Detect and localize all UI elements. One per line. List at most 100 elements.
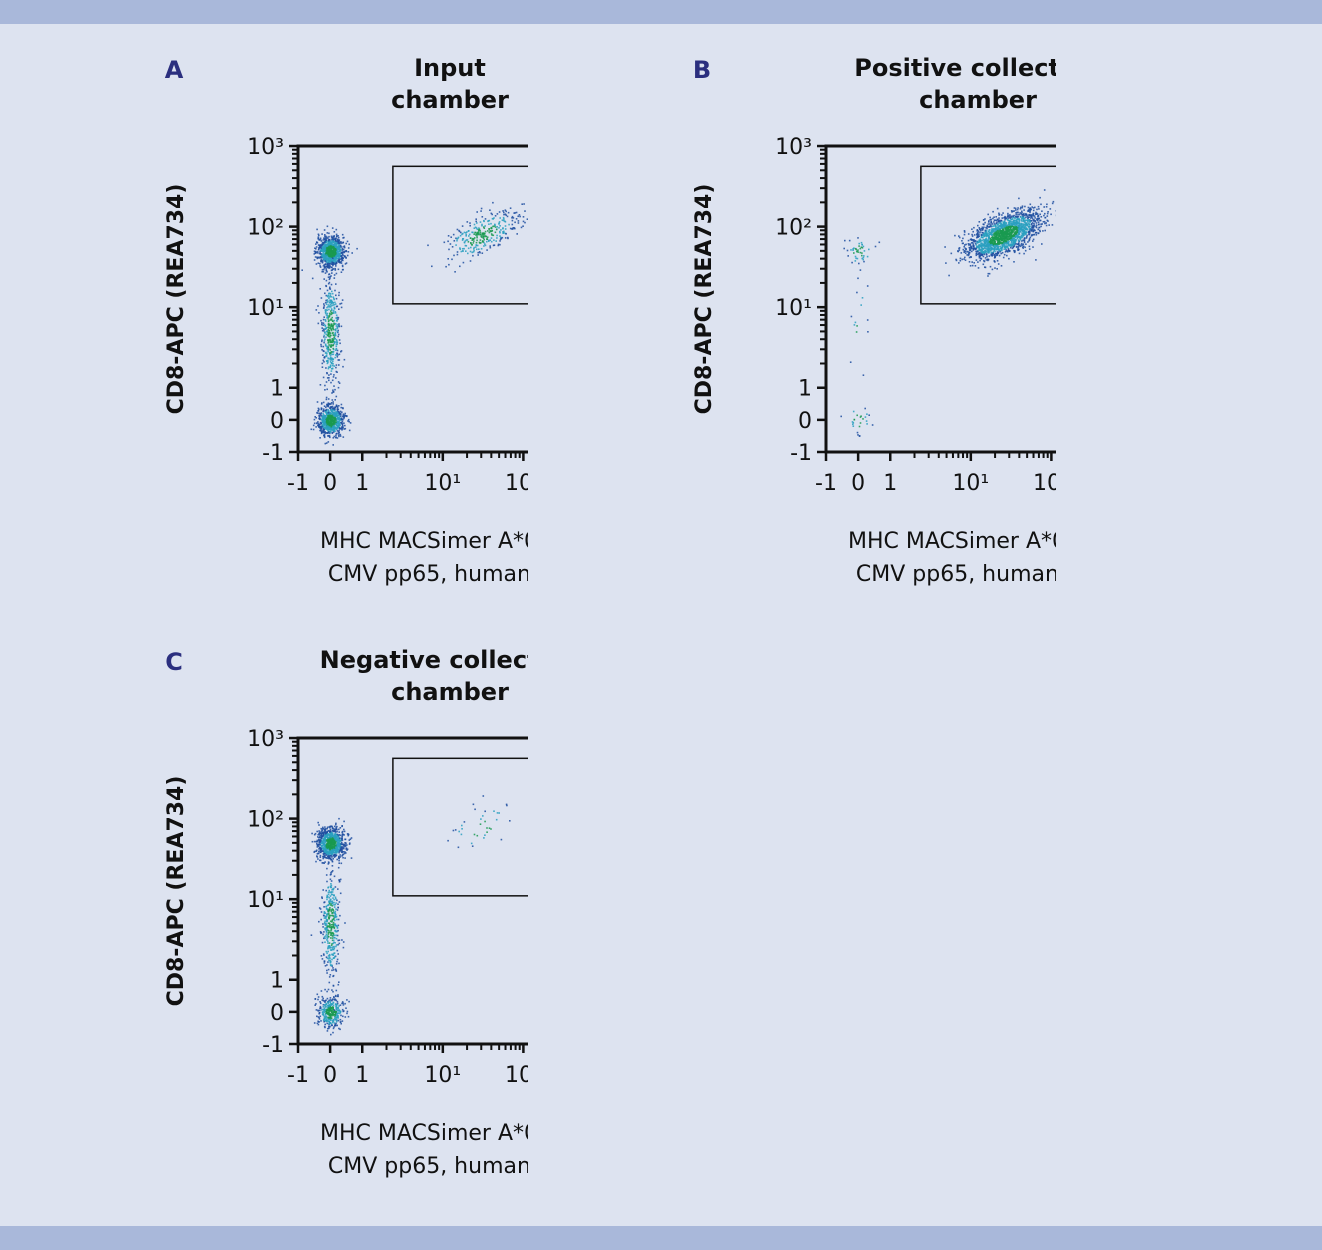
data-point xyxy=(992,229,995,232)
data-point xyxy=(327,264,329,267)
data-points xyxy=(310,795,511,1036)
data-point xyxy=(486,249,488,251)
data-point xyxy=(988,242,990,245)
data-point xyxy=(336,247,338,249)
data-point xyxy=(1013,239,1015,242)
data-point xyxy=(323,267,326,269)
data-point xyxy=(521,203,523,205)
data-point xyxy=(345,257,347,259)
data-point xyxy=(996,237,999,240)
data-point xyxy=(322,257,325,259)
data-point xyxy=(342,237,344,239)
data-point xyxy=(1011,211,1013,213)
data-point xyxy=(482,232,485,234)
data-point xyxy=(977,250,979,253)
data-point xyxy=(1009,214,1011,216)
data-point xyxy=(995,254,997,257)
data-point xyxy=(1010,210,1013,212)
data-point xyxy=(997,247,999,249)
data-point xyxy=(335,413,338,415)
data-point xyxy=(320,260,322,262)
data-point xyxy=(1036,219,1038,222)
data-point xyxy=(1001,227,1003,229)
data-point xyxy=(999,227,1002,229)
data-point xyxy=(338,325,340,328)
data-point xyxy=(330,323,332,326)
data-point xyxy=(337,432,340,435)
data-point xyxy=(335,436,337,439)
data-point xyxy=(982,238,985,241)
data-point xyxy=(999,242,1002,245)
data-point xyxy=(322,259,324,262)
data-point xyxy=(316,856,319,858)
data-point xyxy=(859,422,862,424)
data-point xyxy=(994,261,996,263)
data-point xyxy=(1001,214,1003,216)
data-point xyxy=(328,335,330,338)
data-point xyxy=(325,279,328,282)
y-axis-label: CD8-APC (REA734) xyxy=(164,776,189,1007)
data-point xyxy=(467,247,470,250)
data-point xyxy=(324,423,326,425)
data-point xyxy=(1033,234,1035,236)
y-tick-label: -1 xyxy=(790,441,812,466)
data-point xyxy=(994,224,997,227)
data-point xyxy=(328,315,331,318)
data-point xyxy=(331,316,333,319)
data-point xyxy=(337,260,339,262)
data-point xyxy=(324,301,327,304)
data-point xyxy=(1004,241,1006,244)
data-point xyxy=(1018,244,1020,246)
data-point xyxy=(1030,223,1033,225)
data-point xyxy=(344,263,347,265)
data-point xyxy=(996,248,999,250)
data-point xyxy=(475,246,477,248)
data-point xyxy=(489,239,491,241)
data-point xyxy=(336,406,339,409)
data-point xyxy=(321,323,323,326)
data-point xyxy=(320,253,322,255)
data-point xyxy=(1039,213,1041,216)
data-point xyxy=(326,404,328,407)
data-point xyxy=(985,226,987,229)
data-point xyxy=(1010,241,1013,244)
data-point xyxy=(1028,229,1031,231)
data-point xyxy=(326,295,329,297)
data-point xyxy=(1008,233,1011,235)
data-point xyxy=(347,420,349,422)
data-point xyxy=(326,240,328,242)
data-point xyxy=(335,250,337,252)
data-point xyxy=(995,229,997,231)
data-point xyxy=(1025,216,1027,219)
data-point xyxy=(984,266,986,268)
data-point xyxy=(982,219,985,221)
data-point xyxy=(328,240,331,243)
data-point xyxy=(987,258,990,261)
data-point xyxy=(339,834,342,837)
data-point xyxy=(316,840,319,843)
data-point xyxy=(998,233,1001,235)
data-point xyxy=(989,244,991,247)
data-point xyxy=(871,424,874,426)
data-point xyxy=(1009,220,1011,222)
data-point xyxy=(1005,250,1008,252)
data-point xyxy=(343,845,345,848)
data-point xyxy=(480,242,482,244)
data-point xyxy=(973,246,975,249)
data-point xyxy=(1016,208,1019,211)
data-point xyxy=(328,330,330,332)
data-point xyxy=(859,251,862,254)
data-point xyxy=(997,243,999,245)
data-point xyxy=(319,250,321,253)
data-point xyxy=(983,246,986,249)
data-point xyxy=(332,334,335,336)
data-point xyxy=(512,228,514,230)
data-point xyxy=(341,265,344,268)
data-point xyxy=(1001,231,1003,234)
data-point xyxy=(857,249,859,251)
data-point xyxy=(319,288,321,290)
data-point xyxy=(1039,230,1041,233)
data-point xyxy=(327,349,330,352)
data-point xyxy=(321,829,323,832)
data-point xyxy=(329,314,331,316)
